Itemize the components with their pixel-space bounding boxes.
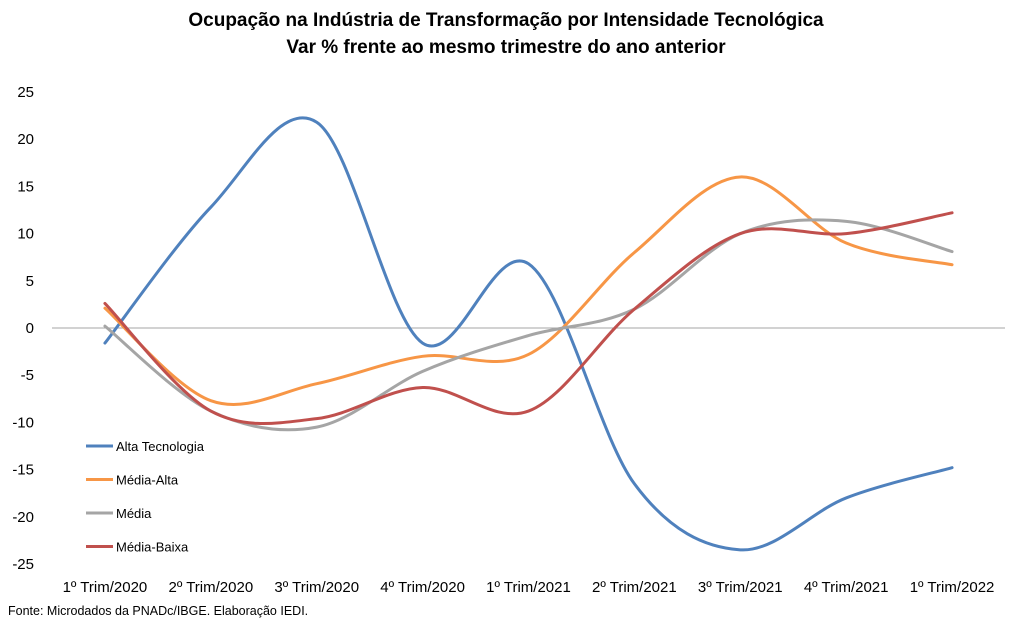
x-tick-label: 4º Trim/2021	[804, 579, 889, 596]
series-line-1	[103, 116, 954, 552]
x-tick-label: 1º Trim/2020	[63, 579, 148, 596]
x-tick-label: 2º Trim/2020	[168, 579, 253, 596]
y-tick-label: 5	[26, 273, 34, 290]
y-tick-label: -25	[12, 556, 34, 573]
y-axis: 25 20 15 10 5 0 -5 -10 -15 -20 -25	[12, 84, 34, 573]
x-tick-label: 1º Trim/2022	[910, 579, 995, 596]
y-tick-label: 20	[17, 131, 34, 148]
y-tick-label: -20	[12, 509, 34, 526]
x-axis: 1º Trim/2020 2º Trim/2020 3º Trim/2020 4º T…	[63, 579, 995, 596]
x-tick-label: 1º Trim/2021	[486, 579, 571, 596]
series-line-2	[103, 175, 954, 406]
y-tick-label: 10	[17, 226, 34, 243]
x-tick-label: 2º Trim/2021	[592, 579, 677, 596]
chart-subtitle: Var % frente ao mesmo trimestre do ano a…	[286, 37, 726, 58]
y-tick-label: -10	[12, 414, 34, 431]
series-line-3	[103, 218, 954, 432]
legend-label: Alta Tecnologia	[116, 439, 205, 454]
x-tick-label: 4º Trim/2020	[380, 579, 465, 596]
legend-label: Média	[116, 506, 152, 521]
legend-label: Média-Alta	[116, 473, 179, 488]
source-note: Fonte: Microdados da PNADc/IBGE. Elabora…	[8, 604, 309, 618]
chart-title: Ocupação na Indústria de Transformação p…	[188, 10, 824, 31]
series-layer	[103, 116, 954, 552]
legend: Alta Tecnologia Média-Alta Média Média-Baix…	[86, 439, 205, 555]
x-tick-label: 3º Trim/2021	[698, 579, 783, 596]
series-line-4	[103, 211, 954, 425]
y-tick-label: -5	[21, 367, 34, 384]
y-tick-label: 15	[17, 178, 34, 195]
x-tick-label: 3º Trim/2020	[274, 579, 359, 596]
y-tick-label: -15	[12, 462, 34, 479]
legend-label: Média-Baixa	[116, 540, 189, 555]
y-tick-label: 25	[17, 84, 34, 101]
y-tick-label: 0	[26, 320, 34, 337]
